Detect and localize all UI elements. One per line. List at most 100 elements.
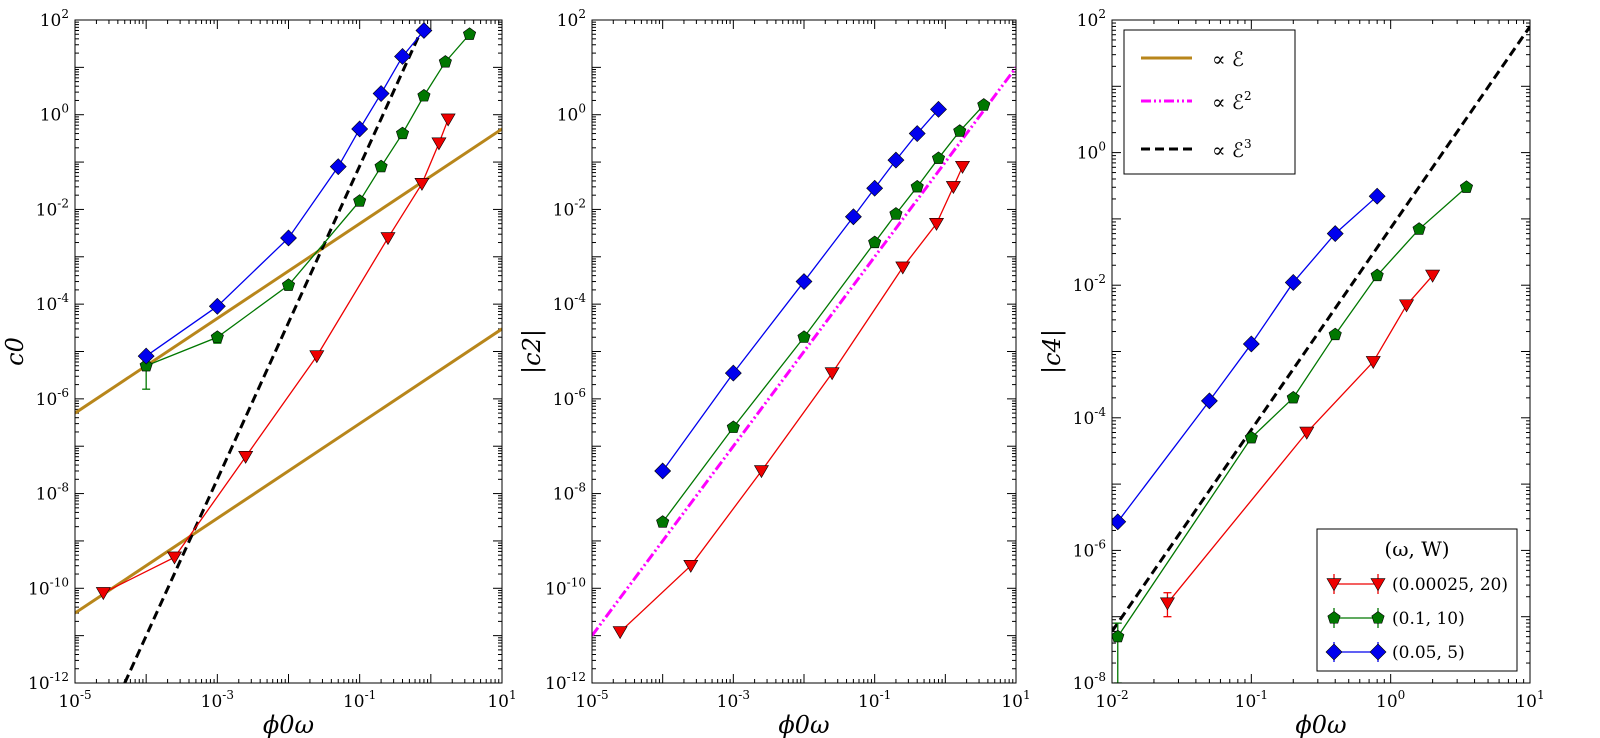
data-point [208, 297, 226, 315]
y-tick-label: 10-8 [553, 481, 586, 505]
x-tick-label: 10-2 [1095, 688, 1128, 712]
plot-frame [591, 19, 1017, 684]
data-point [910, 179, 924, 193]
y-tick-label: 10-6 [1073, 537, 1106, 561]
data-point [238, 451, 254, 464]
y-axis-label: |c4| [1038, 329, 1067, 374]
y-tick-label: 10-2 [553, 196, 586, 220]
y-tick-label: 10-4 [36, 291, 70, 315]
data-point [137, 347, 155, 365]
data-point [887, 151, 905, 169]
x-tick-label: 10-1 [343, 688, 376, 712]
reference-line [592, 66, 1016, 637]
data-point [394, 48, 411, 65]
y-tick-label: 10-4 [1073, 405, 1107, 429]
data-point [724, 364, 742, 382]
data-point [1370, 268, 1384, 282]
data-point [353, 194, 367, 207]
data-point [1399, 299, 1415, 313]
reference-line [1112, 25, 1530, 633]
legend-series-label: (0.05, 5) [1392, 643, 1465, 663]
legend-marker [1369, 643, 1387, 661]
x-tick-label: 101 [1515, 688, 1544, 712]
legend-quadratic-label: ∝ ℰ2 [1212, 89, 1252, 114]
series-line [145, 30, 425, 357]
data-point [380, 232, 396, 246]
data-point [612, 626, 628, 640]
legend-series-label: (0.1, 10) [1392, 609, 1465, 629]
x-axis-label: ϕ0ω [778, 711, 829, 738]
data-point [954, 160, 971, 174]
data-point [795, 273, 813, 290]
y-tick-label: 100 [40, 102, 69, 126]
data-point [1425, 269, 1441, 283]
marker-legend-items: (0.00025, 20) (0.1, 10) (0.05, 5) [1325, 574, 1508, 663]
data-point [1299, 426, 1315, 440]
marker-legend-title: (ω, W) [1384, 537, 1449, 561]
data-point [1365, 356, 1381, 369]
plot-area-middle [592, 66, 1016, 640]
line-legend: ∝ ℰ ∝ ℰ2 ∝ ℰ3 [1123, 29, 1296, 175]
legend-linear-label: ∝ ℰ [1212, 47, 1244, 71]
ticks-left [74, 20, 502, 684]
data-point [928, 217, 945, 231]
data-point [372, 85, 390, 102]
data-point [1326, 225, 1344, 243]
reference-line [75, 327, 502, 615]
data-point [329, 158, 347, 176]
panels: 10-5 10-3 10-1 101 10-12 10-10 10-8 10-6 10-4 10-… [1, 7, 1545, 738]
data-point [945, 181, 961, 195]
data-point [1286, 390, 1300, 404]
y-tick-label: 102 [40, 7, 69, 31]
data-point [351, 120, 369, 138]
y-tick-label: 10-6 [36, 386, 69, 410]
legend-marker [1371, 611, 1385, 624]
data-point [866, 179, 884, 197]
x-tick-label: 10-1 [858, 688, 891, 712]
data-point [895, 261, 911, 275]
series-line [1117, 195, 1378, 523]
data-point [930, 100, 947, 118]
plot-area-left [75, 22, 502, 683]
y-tick-label: 10-8 [36, 481, 69, 505]
reference-line [123, 23, 426, 683]
data-point [440, 113, 456, 127]
data-point [1412, 222, 1426, 235]
data-point [438, 55, 452, 68]
y-tick-label: 10-6 [553, 386, 586, 410]
y-tick-label: 10-12 [28, 670, 69, 694]
data-point [166, 551, 183, 565]
y-tick-label: 102 [557, 7, 586, 31]
y-tick-label: 10-10 [28, 575, 69, 599]
x-tick-label: 10-3 [201, 688, 234, 712]
y-tick-label: 102 [1077, 7, 1106, 31]
data-point [1368, 187, 1386, 205]
y-tick-label: 10-2 [1073, 272, 1106, 296]
data-point [431, 137, 447, 151]
x-tick-label: 10-3 [717, 688, 750, 712]
data-point [683, 559, 699, 573]
data-point [139, 358, 153, 372]
y-axis-label: c0 [1, 337, 29, 366]
data-point [868, 235, 882, 249]
y-tick-label: 10-10 [545, 575, 586, 599]
data-point [797, 330, 811, 343]
x-tick-label: 100 [1376, 688, 1405, 712]
plot-frame [74, 19, 503, 684]
data-point [281, 278, 296, 291]
data-point [414, 177, 430, 191]
y-tick-label: 10-8 [1073, 670, 1106, 694]
legend-marker [1326, 578, 1342, 592]
data-point [1284, 274, 1302, 291]
plot-area-right [1112, 25, 1530, 683]
ticks-right [1111, 20, 1530, 684]
data-point [1159, 597, 1175, 611]
y-tick-label: 10-12 [545, 670, 586, 694]
y-tick-label: 10-4 [553, 291, 587, 315]
x-tick-label: 10-5 [58, 688, 91, 712]
legend-marker [1325, 643, 1343, 661]
x-tick-label: 10-1 [1235, 688, 1268, 712]
data-point [374, 159, 388, 173]
series-line [619, 166, 964, 633]
